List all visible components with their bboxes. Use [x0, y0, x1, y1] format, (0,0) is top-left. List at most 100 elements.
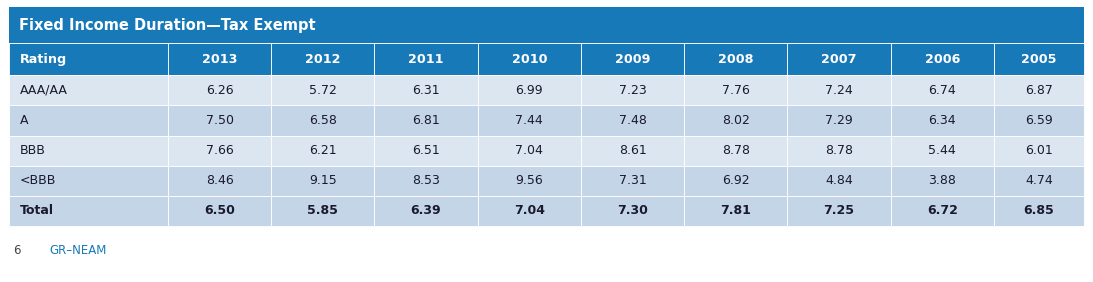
Bar — [891, 43, 994, 76]
Text: Fixed Income Duration—Tax Exempt: Fixed Income Duration—Tax Exempt — [20, 17, 316, 33]
Text: 6.51: 6.51 — [412, 144, 439, 157]
Bar — [478, 166, 580, 196]
Bar — [375, 43, 478, 76]
Bar — [271, 76, 375, 105]
Text: 7.04: 7.04 — [514, 204, 544, 217]
Text: 6.81: 6.81 — [412, 114, 439, 127]
Text: 7.81: 7.81 — [720, 204, 751, 217]
Bar — [168, 136, 271, 166]
Text: 6.26: 6.26 — [205, 84, 234, 97]
Text: <BBB: <BBB — [20, 174, 56, 187]
Bar — [9, 166, 168, 196]
Text: 7.50: 7.50 — [205, 114, 234, 127]
Bar — [168, 166, 271, 196]
Text: 7.66: 7.66 — [205, 144, 234, 157]
Bar — [478, 105, 580, 136]
Text: Rating: Rating — [20, 53, 67, 66]
Text: 5.85: 5.85 — [307, 204, 338, 217]
Text: 4.84: 4.84 — [825, 174, 853, 187]
Text: 2009: 2009 — [614, 53, 650, 66]
Text: 8.02: 8.02 — [721, 114, 750, 127]
Text: 7.04: 7.04 — [516, 144, 543, 157]
Text: 7.44: 7.44 — [516, 114, 543, 127]
Bar — [684, 166, 787, 196]
Text: 6.21: 6.21 — [309, 144, 337, 157]
Bar — [580, 76, 684, 105]
Text: 6.39: 6.39 — [411, 204, 442, 217]
Text: 2005: 2005 — [1021, 53, 1057, 66]
Text: 2013: 2013 — [202, 53, 237, 66]
Bar — [580, 105, 684, 136]
Bar — [271, 166, 375, 196]
Bar — [787, 196, 891, 226]
Text: 8.78: 8.78 — [721, 144, 750, 157]
Text: 8.78: 8.78 — [825, 144, 853, 157]
Text: 9.15: 9.15 — [309, 174, 337, 187]
Text: 6.85: 6.85 — [1024, 204, 1055, 217]
Text: 7.48: 7.48 — [619, 114, 646, 127]
Bar — [994, 136, 1084, 166]
Bar — [478, 43, 580, 76]
Text: 7.30: 7.30 — [618, 204, 648, 217]
Text: 8.61: 8.61 — [619, 144, 646, 157]
Bar — [994, 76, 1084, 105]
Bar — [271, 196, 375, 226]
Bar — [787, 136, 891, 166]
Text: 2007: 2007 — [821, 53, 857, 66]
Bar — [375, 136, 478, 166]
Text: 7.23: 7.23 — [619, 84, 646, 97]
Bar — [271, 105, 375, 136]
Bar — [168, 76, 271, 105]
Text: 2008: 2008 — [718, 53, 753, 66]
Bar — [891, 105, 994, 136]
Text: AAA/AA: AAA/AA — [20, 84, 68, 97]
Bar — [994, 166, 1084, 196]
Bar — [168, 196, 271, 226]
Bar — [994, 196, 1084, 226]
Bar — [580, 136, 684, 166]
Text: BBB: BBB — [20, 144, 46, 157]
Text: 9.56: 9.56 — [516, 174, 543, 187]
Text: 7.29: 7.29 — [825, 114, 853, 127]
Text: 2011: 2011 — [409, 53, 444, 66]
Text: 6.99: 6.99 — [516, 84, 543, 97]
Bar — [9, 7, 1084, 43]
Text: 8.53: 8.53 — [412, 174, 440, 187]
Bar — [168, 105, 271, 136]
Text: 3.88: 3.88 — [928, 174, 956, 187]
Bar — [891, 136, 994, 166]
Text: GR–NEAM: GR–NEAM — [49, 244, 107, 257]
Text: Total: Total — [20, 204, 54, 217]
Bar — [9, 105, 168, 136]
Text: 6.31: 6.31 — [412, 84, 439, 97]
Text: 2012: 2012 — [305, 53, 341, 66]
Text: 6.92: 6.92 — [722, 174, 750, 187]
Text: 6.01: 6.01 — [1025, 144, 1053, 157]
Bar — [787, 76, 891, 105]
Bar — [994, 105, 1084, 136]
Bar — [891, 76, 994, 105]
Text: 7.31: 7.31 — [619, 174, 646, 187]
Bar — [271, 136, 375, 166]
Text: 6.58: 6.58 — [309, 114, 337, 127]
Text: A: A — [20, 114, 28, 127]
Text: 5.44: 5.44 — [928, 144, 956, 157]
Bar — [9, 76, 168, 105]
Bar — [684, 136, 787, 166]
Bar — [271, 43, 375, 76]
Bar — [9, 43, 168, 76]
Text: 6.50: 6.50 — [204, 204, 235, 217]
Text: 2006: 2006 — [925, 53, 960, 66]
Bar — [478, 76, 580, 105]
Bar — [478, 136, 580, 166]
Bar — [994, 43, 1084, 76]
Bar — [375, 76, 478, 105]
Bar — [580, 166, 684, 196]
Text: 6.87: 6.87 — [1025, 84, 1053, 97]
Text: 7.76: 7.76 — [721, 84, 750, 97]
Bar — [787, 166, 891, 196]
Bar — [375, 196, 478, 226]
Text: 6: 6 — [13, 244, 21, 257]
Bar — [787, 43, 891, 76]
Text: 2010: 2010 — [512, 53, 546, 66]
